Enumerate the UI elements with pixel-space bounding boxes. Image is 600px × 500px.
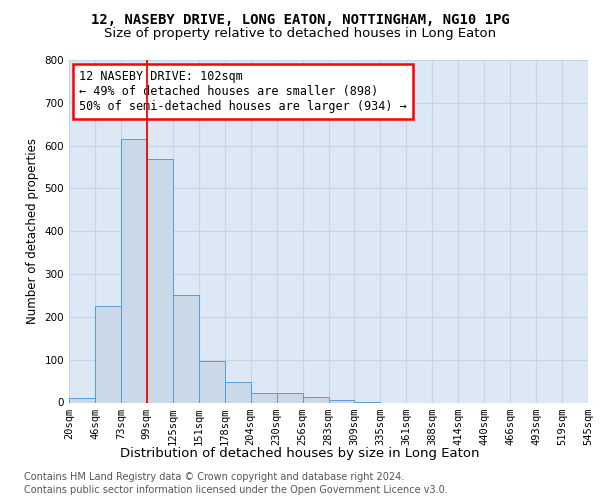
Bar — [173, 294, 199, 403]
Bar — [69, 398, 95, 402]
Text: Distribution of detached houses by size in Long Eaton: Distribution of detached houses by size … — [120, 448, 480, 460]
Bar — [329, 400, 355, 402]
Text: 12 NASEBY DRIVE: 102sqm
← 49% of detached houses are smaller (898)
50% of semi-d: 12 NASEBY DRIVE: 102sqm ← 49% of detache… — [79, 70, 407, 114]
Text: Size of property relative to detached houses in Long Eaton: Size of property relative to detached ho… — [104, 28, 496, 40]
Bar — [251, 393, 277, 402]
Bar — [95, 306, 121, 402]
Bar — [121, 139, 147, 402]
Bar — [277, 393, 302, 402]
Bar — [147, 160, 173, 402]
Bar — [199, 362, 224, 403]
Text: Contains HM Land Registry data © Crown copyright and database right 2024.: Contains HM Land Registry data © Crown c… — [24, 472, 404, 482]
Text: 12, NASEBY DRIVE, LONG EATON, NOTTINGHAM, NG10 1PG: 12, NASEBY DRIVE, LONG EATON, NOTTINGHAM… — [91, 12, 509, 26]
Bar — [302, 396, 329, 402]
Bar — [225, 382, 251, 402]
Y-axis label: Number of detached properties: Number of detached properties — [26, 138, 39, 324]
Text: Contains public sector information licensed under the Open Government Licence v3: Contains public sector information licen… — [24, 485, 448, 495]
